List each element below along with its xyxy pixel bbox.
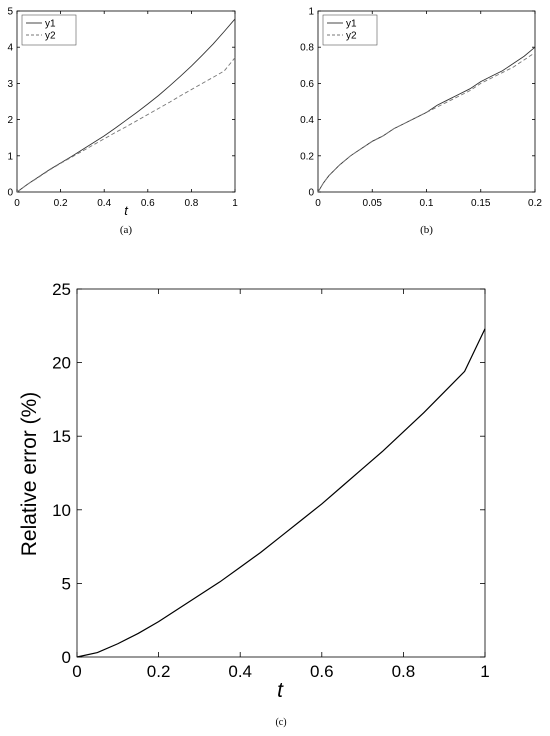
y-tick-label: 1	[7, 151, 13, 162]
y-tick-label: 25	[52, 280, 71, 299]
y-tick-label: 4	[7, 43, 13, 54]
series-line-y1	[317, 46, 536, 193]
y-axis-label: Relative error (%)	[18, 392, 41, 557]
x-tick-label: 0.15	[471, 198, 491, 209]
y-tick-label: 0.8	[300, 43, 314, 54]
legend-label-y2: y2	[346, 31, 357, 42]
x-tick-label: 0.4	[97, 198, 111, 209]
y-tick-label: 3	[7, 79, 13, 90]
subfigure-caption: (c)	[275, 717, 286, 728]
x-tick-label: 1	[480, 662, 489, 681]
legend-label-y1: y1	[346, 19, 357, 30]
axes-frame	[16, 10, 236, 193]
series-line-relative-error	[76, 328, 486, 658]
x-tick-label: 0.6	[310, 662, 334, 681]
legend-box	[21, 14, 77, 46]
x-tick-label: 0	[72, 662, 81, 681]
legend-box	[322, 14, 378, 46]
x-tick-label: 0.6	[141, 198, 155, 209]
y-tick-label: 15	[52, 427, 71, 446]
x-tick-label: 0.2	[54, 198, 68, 209]
x-tick-label: 0.1	[420, 198, 434, 209]
y-tick-label: 20	[52, 354, 71, 373]
x-tick-label: 0	[14, 198, 20, 209]
y-tick-label: 10	[52, 501, 71, 520]
x-tick-label: 0	[315, 198, 321, 209]
legend-label-y2: y2	[45, 31, 56, 42]
x-tick-label: 0.8	[184, 198, 198, 209]
y-tick-label: 2	[7, 115, 13, 126]
series-line-y2	[317, 52, 536, 193]
y-tick-label: 1	[308, 7, 314, 18]
x-tick-label: 0.4	[228, 662, 252, 681]
x-tick-label: 0.05	[363, 198, 383, 209]
y-tick-label: 5	[7, 7, 13, 18]
legend-label-y1: y1	[45, 19, 56, 30]
y-tick-label: 0.2	[300, 151, 314, 162]
x-tick-label: 1	[232, 198, 238, 209]
y-tick-label: 0	[7, 188, 13, 199]
x-tick-label: 0.8	[392, 662, 416, 681]
y-tick-label: 0	[62, 648, 71, 667]
x-axis-label: t	[124, 203, 129, 218]
x-tick-label: 0.2	[528, 198, 542, 209]
y-tick-label: 0	[308, 188, 314, 199]
x-axis-label: t	[277, 679, 284, 702]
axes-frame	[76, 288, 486, 658]
x-tick-label: 0.2	[147, 662, 171, 681]
y-tick-label: 5	[62, 574, 71, 593]
series-line-y2	[16, 57, 236, 193]
y-tick-label: 0.4	[300, 115, 314, 126]
y-tick-label: 0.6	[300, 79, 314, 90]
series-line-y1	[16, 18, 236, 193]
subfigure-caption: (b)	[420, 224, 433, 236]
subfigure-caption: (a)	[120, 224, 133, 236]
